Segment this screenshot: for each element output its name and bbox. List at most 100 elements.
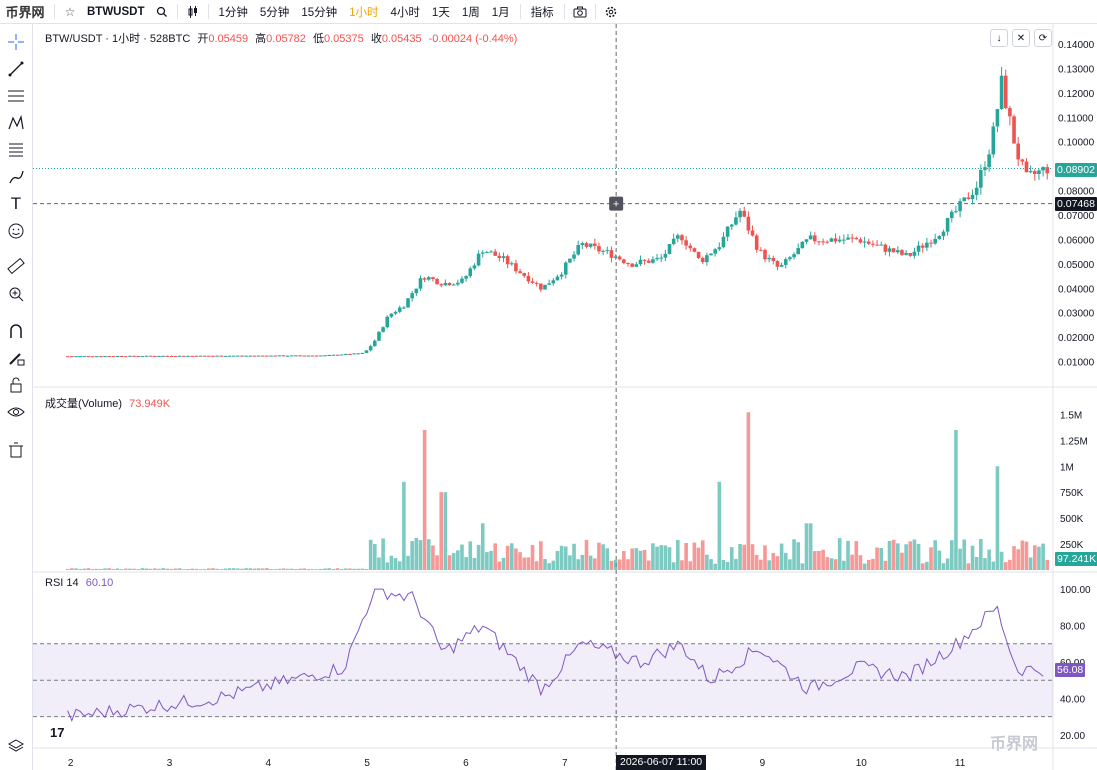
- candle-body: [451, 284, 456, 286]
- candle-body: [929, 242, 933, 244]
- emoji-icon[interactable]: [4, 219, 28, 243]
- pencil-lock-icon[interactable]: [4, 346, 28, 370]
- candle-body: [597, 245, 601, 252]
- watermark-logo: 币界网: [990, 736, 1039, 753]
- interval-15m[interactable]: 15分钟: [301, 6, 338, 19]
- low-label: 低: [312, 33, 324, 45]
- candle-body: [132, 355, 136, 357]
- volume-bar: [721, 559, 726, 570]
- volume-bar: [642, 549, 647, 570]
- volume-bar: [854, 541, 859, 570]
- candle-body: [970, 194, 975, 200]
- interval-1m[interactable]: 1分钟: [218, 6, 248, 19]
- volume-bar: [705, 554, 709, 570]
- fib-icon[interactable]: [4, 138, 28, 162]
- volume-bar: [788, 559, 792, 570]
- volume-bar: [373, 544, 377, 570]
- candle-body: [82, 356, 87, 358]
- volume-bar: [817, 550, 821, 570]
- interval-1h[interactable]: 1小时: [349, 6, 379, 19]
- search-icon[interactable]: [151, 0, 173, 23]
- volume-legend: 成交量(Volume) 73.949K: [45, 395, 170, 411]
- volume-bar: [775, 556, 780, 570]
- crosshair-icon[interactable]: [4, 30, 28, 54]
- text-tool-icon[interactable]: T: [10, 194, 22, 213]
- candle-body: [958, 201, 962, 212]
- trend-line-icon[interactable]: [4, 57, 28, 81]
- camera-icon[interactable]: [569, 0, 591, 23]
- volume-bar: [547, 563, 551, 570]
- candle-body: [908, 253, 913, 256]
- volume-bar: [908, 541, 913, 570]
- lock-icon[interactable]: [4, 373, 28, 397]
- collapse-icon[interactable]: ✕: [1012, 29, 1030, 47]
- arrow-down-icon[interactable]: ↓: [990, 29, 1008, 47]
- refresh-icon[interactable]: ⟳: [1034, 29, 1052, 47]
- volume-bar: [331, 568, 336, 570]
- volume-bar: [846, 540, 850, 570]
- interval-1d[interactable]: 1天: [431, 6, 450, 19]
- candle-body: [240, 355, 244, 357]
- candle-body: [846, 237, 850, 240]
- candlestick-type-icon[interactable]: [182, 0, 204, 23]
- ruler-icon[interactable]: [4, 254, 28, 278]
- site-logo[interactable]: 币界网: [5, 5, 45, 20]
- candle-body: [443, 282, 448, 286]
- interval-1w[interactable]: 1周: [461, 6, 480, 19]
- candle-body: [588, 243, 593, 247]
- volume-bar: [729, 547, 734, 570]
- candle-body: [796, 248, 800, 255]
- candle-body: [65, 356, 70, 358]
- candle-body: [373, 340, 377, 347]
- candle-body: [684, 240, 688, 246]
- volume-bar: [734, 558, 738, 570]
- candle-body: [717, 247, 722, 250]
- gear-icon[interactable]: [600, 0, 622, 23]
- legend-title: BTW/USDT · 1小时 · 528BTC: [45, 33, 191, 45]
- volume-label: 成交量(Volume): [45, 398, 123, 410]
- volume-bar: [676, 539, 680, 570]
- tradingview-logo[interactable]: 17: [50, 725, 65, 740]
- brush-icon[interactable]: [4, 165, 28, 189]
- eye-icon[interactable]: [4, 400, 28, 424]
- candle-body: [705, 255, 709, 263]
- volume-bar: [505, 545, 510, 570]
- symbol-label[interactable]: BTWUSDT: [87, 5, 145, 18]
- magnet-icon[interactable]: [4, 319, 28, 343]
- layers-icon[interactable]: [4, 734, 28, 758]
- volume-bar: [402, 481, 406, 570]
- candle-body: [667, 244, 672, 254]
- volume-bar: [617, 559, 622, 570]
- volume-bar: [132, 568, 136, 570]
- pattern-icon[interactable]: [4, 111, 28, 135]
- zoom-in-icon[interactable]: [4, 282, 28, 306]
- interval-5m[interactable]: 5分钟: [259, 6, 290, 19]
- price-tick-label: 0.13000: [1058, 64, 1095, 75]
- volume-bar: [140, 568, 145, 570]
- candle-body: [593, 243, 597, 246]
- chart-canvas[interactable]: + 0.010000.020000.030000.040000.050000.0…: [33, 24, 1097, 770]
- volume-bar: [343, 568, 348, 570]
- volume-bar: [306, 569, 311, 570]
- horizontal-lines-icon[interactable]: [4, 84, 28, 108]
- trash-icon[interactable]: [4, 438, 28, 462]
- candle-body: [709, 253, 713, 256]
- interval-1mo[interactable]: 1月: [491, 6, 510, 19]
- star-icon[interactable]: ☆: [64, 4, 76, 19]
- candle-body: [314, 355, 319, 357]
- volume-bar: [584, 539, 589, 570]
- volume-bar: [128, 568, 132, 570]
- price-tick-label: 0.03000: [1058, 309, 1095, 320]
- candle-body: [875, 244, 879, 246]
- candle-body: [1016, 143, 1020, 160]
- indicators-button[interactable]: 指标: [530, 6, 554, 19]
- candle-body: [244, 355, 248, 357]
- divider: [176, 4, 178, 19]
- candle-body: [933, 238, 937, 244]
- interval-4h[interactable]: 4小时: [390, 6, 420, 19]
- candle-body: [476, 253, 481, 266]
- candle-body: [804, 239, 809, 242]
- candle-body: [991, 126, 996, 155]
- candle-body: [393, 311, 398, 314]
- candle-body: [821, 241, 825, 243]
